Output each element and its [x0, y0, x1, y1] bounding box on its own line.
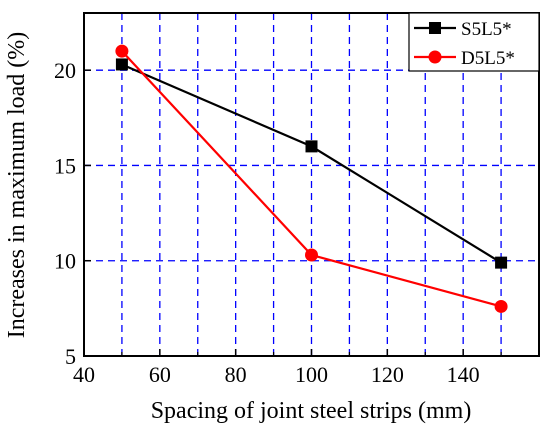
x-tick-label: 100 — [295, 362, 328, 387]
data-point — [305, 248, 318, 262]
legend-marker — [429, 22, 441, 34]
legend-marker — [428, 50, 442, 64]
legend-label: S5L5* — [461, 19, 512, 40]
x-tick-label: 120 — [371, 362, 404, 387]
x-tick-label: 80 — [225, 362, 247, 387]
x-tick-label: 40 — [73, 362, 95, 387]
axis-ticks: 40 60 80 100 120 140 5 10 15 20 — [54, 58, 502, 387]
x-tick-label: 140 — [447, 362, 480, 387]
grid — [84, 13, 539, 356]
legend: S5L5* D5L5* — [408, 12, 540, 72]
data-point — [495, 256, 508, 269]
y-tick-label: 20 — [54, 58, 76, 83]
data-point — [115, 58, 128, 71]
y-tick-label: 15 — [54, 153, 76, 178]
x-axis-title: Spacing of joint steel strips (mm) — [151, 398, 472, 424]
legend-label: D5L5* — [461, 48, 515, 69]
y-tick-label: 5 — [65, 344, 76, 369]
data-point — [494, 299, 508, 313]
y-axis-title: Increases in maximum load (%) — [4, 32, 30, 339]
data-point — [305, 140, 318, 153]
x-tick-label: 60 — [149, 362, 171, 387]
data-point — [115, 44, 129, 58]
series — [115, 44, 508, 313]
y-tick-label: 10 — [54, 249, 76, 274]
